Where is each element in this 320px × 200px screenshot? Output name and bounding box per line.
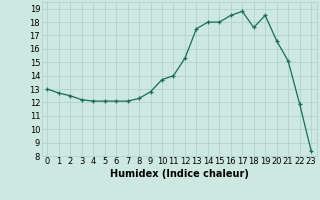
X-axis label: Humidex (Indice chaleur): Humidex (Indice chaleur) bbox=[110, 169, 249, 179]
